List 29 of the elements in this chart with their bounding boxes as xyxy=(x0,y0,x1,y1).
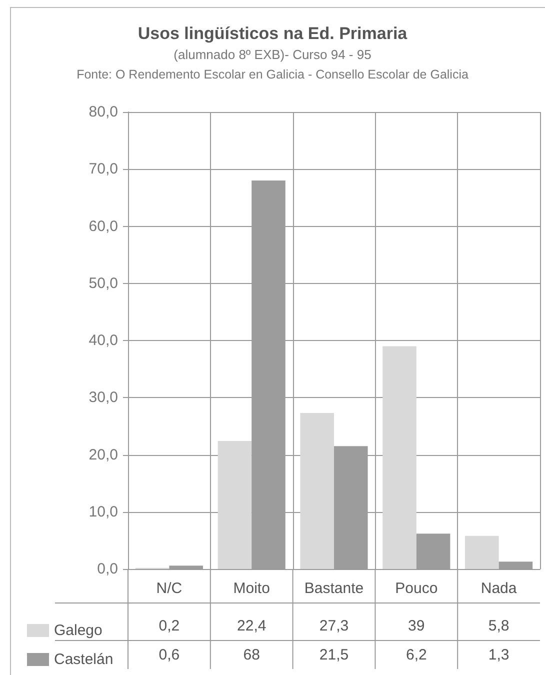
y-tick-label: 0,0 xyxy=(97,560,118,578)
source-note: Fonte: O Rendemento Escolar en Galicia - Consello Escolar de Galicia xyxy=(76,68,468,82)
x-tick-label: Bastante xyxy=(304,580,364,597)
chart-title: Usos lingüísticos na Ed. Primaria xyxy=(138,24,408,43)
y-tick-label: 40,0 xyxy=(88,332,118,349)
y-tick-label: 80,0 xyxy=(88,104,118,120)
y-tick-label: 20,0 xyxy=(88,446,118,464)
chart-subtitle: (alumnado 8º EXB)- Curso 94 - 95 xyxy=(174,47,372,62)
x-tick-label: Moito xyxy=(233,580,270,597)
y-tick-label: 60,0 xyxy=(88,218,118,235)
x-tick-label: Pouco xyxy=(395,580,438,597)
legend-label: Galego xyxy=(54,622,102,639)
data-label: 22,4 xyxy=(237,618,266,634)
y-tick-label: 10,0 xyxy=(88,503,118,520)
x-tick-label: Nada xyxy=(480,580,518,597)
y-tick-label: 30,0 xyxy=(88,389,118,406)
data-label: 5,8 xyxy=(488,618,510,634)
data-label: 21,5 xyxy=(319,646,349,664)
legend-label: Castelán xyxy=(54,651,114,668)
data-label: 0,6 xyxy=(158,646,180,664)
data-label: 68 xyxy=(243,646,260,664)
data-label: 39 xyxy=(408,618,425,634)
data-label: 1,3 xyxy=(488,646,510,664)
data-label: 0,2 xyxy=(158,618,180,634)
y-tick-label: 50,0 xyxy=(88,274,118,292)
data-label: 27,3 xyxy=(319,618,349,634)
data-label: 6,2 xyxy=(406,646,427,664)
y-tick-label: 70,0 xyxy=(88,160,118,178)
x-tick-label: N/C xyxy=(156,580,182,597)
